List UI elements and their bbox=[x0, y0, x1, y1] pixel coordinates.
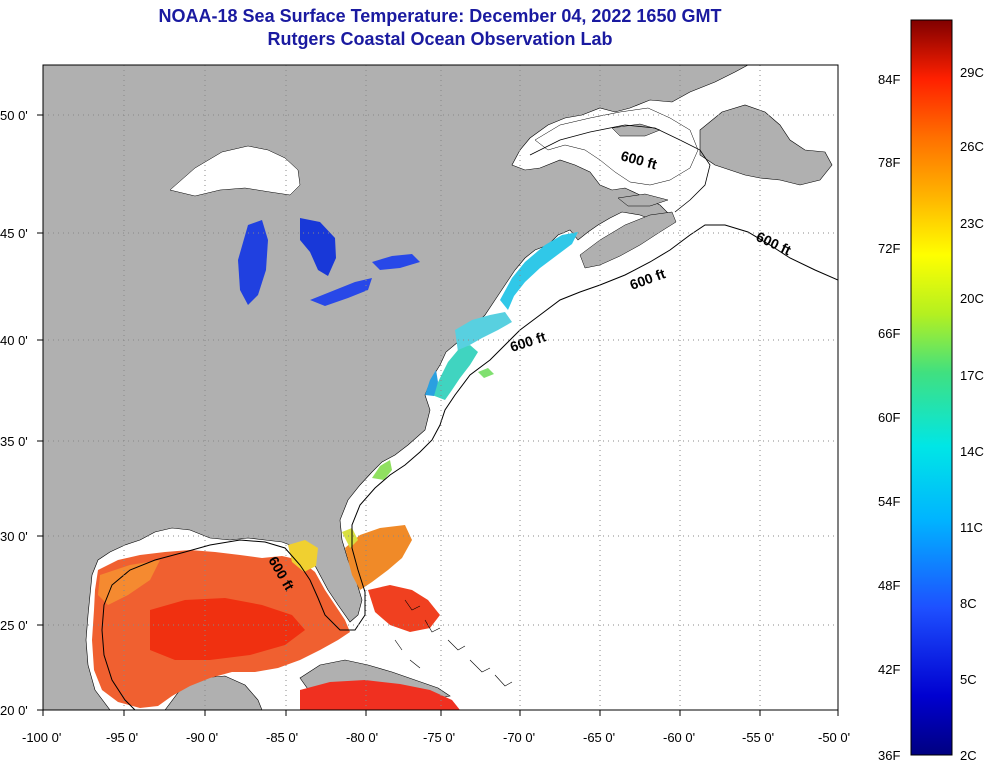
land-newfoundland bbox=[699, 104, 833, 186]
cb-f-label: 66F bbox=[878, 326, 900, 341]
lon-label: -50 0' bbox=[818, 730, 850, 745]
colorbar-celsius-labels: 2C 5C 8C 11C 14C 17C 20C 23C 26C 29C bbox=[960, 65, 984, 763]
map-subtitle: Rutgers Coastal Ocean Observation Lab bbox=[267, 29, 613, 49]
lon-label: -95 0' bbox=[106, 730, 138, 745]
sst-florida-yellow bbox=[288, 540, 318, 572]
sst-bahamas-red bbox=[368, 585, 440, 632]
lon-label: -60 0' bbox=[663, 730, 695, 745]
cb-c-label: 17C bbox=[960, 368, 984, 383]
nova-scotia bbox=[579, 211, 677, 269]
cb-f-label: 54F bbox=[878, 494, 900, 509]
cb-c-label: 23C bbox=[960, 216, 984, 231]
sst-gulf-of-maine bbox=[455, 312, 512, 352]
sst-mid-atlantic bbox=[432, 345, 478, 400]
lat-label: 25 0' bbox=[0, 618, 28, 633]
cb-c-label: 14C bbox=[960, 444, 984, 459]
lon-label: -80 0' bbox=[346, 730, 378, 745]
cb-c-label: 26C bbox=[960, 139, 984, 154]
sst-gulf-red-core bbox=[150, 598, 305, 660]
cb-c-label: 2C bbox=[960, 748, 977, 763]
cb-f-label: 72F bbox=[878, 241, 900, 256]
lon-label: -85 0' bbox=[266, 730, 298, 745]
lat-label: 50 0' bbox=[0, 108, 28, 123]
latitude-labels: 20 0' 25 0' 30 0' 35 0' 40 0' 45 0' 50 0… bbox=[0, 108, 28, 718]
longitude-labels: -100 0' -95 0' -90 0' -85 0' -80 0' -75 … bbox=[22, 730, 850, 745]
sst-florida-east-orange bbox=[345, 525, 412, 590]
lake-erie bbox=[310, 278, 372, 306]
lon-label: -70 0' bbox=[503, 730, 535, 745]
lon-label: -75 0' bbox=[423, 730, 455, 745]
cb-f-label: 84F bbox=[878, 72, 900, 87]
land-north-america bbox=[43, 65, 749, 710]
lat-label: 40 0' bbox=[0, 333, 28, 348]
cb-f-label: 60F bbox=[878, 410, 900, 425]
cb-f-label: 78F bbox=[878, 155, 900, 170]
sst-georgia-yellow bbox=[342, 528, 358, 548]
gulf-st-lawrence bbox=[534, 107, 699, 186]
tick-marks bbox=[37, 114, 839, 716]
colorbar bbox=[910, 19, 953, 756]
cb-f-label: 42F bbox=[878, 662, 900, 677]
cb-c-label: 29C bbox=[960, 65, 984, 80]
cb-c-label: 20C bbox=[960, 291, 984, 306]
cb-c-label: 11C bbox=[960, 520, 983, 535]
isobath-600ft bbox=[101, 224, 838, 710]
lake-ontario bbox=[372, 254, 420, 270]
lake-superior bbox=[169, 145, 301, 197]
cb-f-label: 48F bbox=[878, 578, 900, 593]
lon-label: -90 0' bbox=[186, 730, 218, 745]
sst-carolina-green bbox=[372, 460, 392, 480]
pei-island bbox=[617, 193, 669, 207]
lat-label: 45 0' bbox=[0, 226, 28, 241]
sst-chesapeake bbox=[425, 370, 438, 396]
lon-label: -65 0' bbox=[583, 730, 615, 745]
lat-label: 35 0' bbox=[0, 434, 28, 449]
sst-caribbean-red bbox=[300, 680, 460, 710]
lon-label: -55 0' bbox=[742, 730, 774, 745]
lake-michigan bbox=[238, 220, 268, 305]
lat-label: 20 0' bbox=[0, 703, 28, 718]
lat-label: 30 0' bbox=[0, 529, 28, 544]
cb-c-label: 8C bbox=[960, 596, 977, 611]
lon-label: -100 0' bbox=[22, 730, 61, 745]
cb-c-label: 5C bbox=[960, 672, 977, 687]
cb-f-label: 36F bbox=[878, 748, 900, 763]
map-title: NOAA-18 Sea Surface Temperature: Decembe… bbox=[158, 6, 722, 26]
sst-ne-coast bbox=[500, 232, 578, 310]
sst-gulf-orange-west bbox=[98, 560, 160, 605]
bahamas-islands bbox=[394, 599, 513, 687]
colorbar-fahrenheit-labels: 36F 42F 48F 54F 60F 66F 72F 78F 84F bbox=[878, 72, 900, 763]
sst-offshore-green bbox=[478, 368, 494, 378]
